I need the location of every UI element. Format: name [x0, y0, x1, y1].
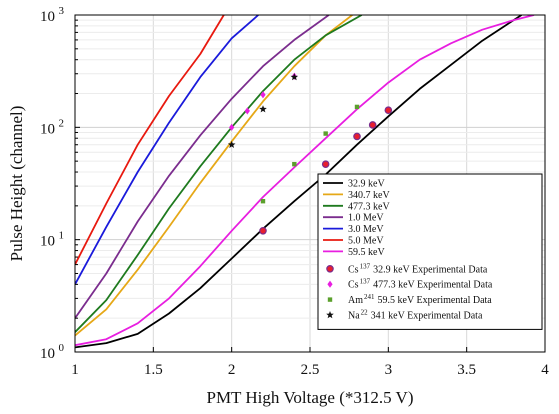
y-tick-label: 10: [40, 234, 55, 250]
y-axis-title: Pulse Height (channel): [7, 106, 26, 262]
legend-label-part: 341 keV Experimental Data: [371, 311, 483, 322]
legend-marker-diamond: [327, 280, 333, 288]
legend-label-part: 137: [360, 278, 371, 286]
series-lines: [75, 15, 535, 349]
legend-label-part: Cs: [348, 264, 359, 275]
legend-label-part: 32.9 keV Experimental Data: [373, 264, 488, 275]
x-tick-label: 2: [228, 362, 236, 378]
axis-ticks: 1 1.5 2 2.5 3 3.5 4 10 0 10 1 10 2 10 3: [40, 5, 549, 378]
legend-label: Am241 59.5 keV Experimental Data: [348, 293, 492, 306]
legend-box: [317, 173, 543, 330]
data-point-diamond: [260, 91, 266, 99]
x-tick-label: 2.5: [301, 362, 320, 378]
legend-label-part: Cs: [348, 280, 359, 291]
data-point-square: [354, 104, 360, 110]
legend-label-part: 59.5 keV Experimental Data: [378, 295, 493, 306]
data-point-star: [259, 105, 267, 113]
y-tick-exponent: 0: [59, 342, 65, 354]
legend-label: 32.9 keV: [348, 179, 385, 190]
y-tick-exponent: 3: [59, 5, 65, 17]
y-tick-base: 10: [40, 121, 55, 137]
legend-label-part: Na: [348, 311, 360, 322]
data-point-circle: [321, 160, 330, 168]
legend-label: 3.0 MeV: [348, 224, 384, 235]
data-point-circle: [368, 121, 377, 129]
legend-label-part: 241: [364, 293, 375, 301]
data-point-square: [323, 131, 328, 136]
x-tick-label: 4: [541, 362, 549, 378]
experimental-points: [227, 72, 393, 235]
legend-label-part: Am: [348, 295, 363, 306]
legend-marker-circle: [326, 264, 334, 273]
x-tick-label: 1.5: [144, 362, 163, 378]
legend-label: Cs137 477.3 keV Experimental Data: [348, 278, 493, 291]
data-point-circle: [384, 106, 393, 115]
y-tick-exponent: 1: [59, 230, 65, 242]
data-point-circle: [259, 226, 267, 235]
legend-label: Na22 341 keV Experimental Data: [348, 309, 483, 322]
series-line-4: [75, 15, 259, 285]
legend-label-part: 137: [360, 262, 371, 270]
y-tick-label: 10: [40, 346, 55, 362]
data-point-star: [227, 140, 236, 148]
legend-label: 1.0 MeV: [348, 213, 384, 224]
x-axis-title: PMT High Voltage (*312.5 V): [206, 388, 413, 407]
legend-label: 340.7 keV: [348, 190, 390, 201]
series-line-0: [75, 15, 522, 349]
x-tick-label: 1: [71, 362, 79, 378]
legend-marker-square: [327, 297, 333, 302]
x-tick-label: 3.5: [457, 362, 476, 378]
data-point-square: [260, 199, 266, 204]
data-point-circle: [353, 132, 361, 141]
data-point-diamond: [244, 107, 250, 115]
y-tick-exponent: 2: [59, 117, 65, 129]
legend-label-part: 22: [361, 309, 369, 317]
legend-label: 59.5 keV: [348, 247, 385, 258]
series-line-2: [75, 15, 363, 333]
legend-label-part: 477.3 keV Experimental Data: [373, 280, 493, 291]
series-line-5: [75, 15, 225, 266]
y-tick-label: 10: [40, 121, 55, 137]
series-line-1: [75, 15, 353, 337]
y-tick-base: 10: [40, 9, 55, 25]
series-line-3: [75, 15, 330, 319]
y-tick-base: 10: [40, 346, 55, 362]
legend-label: 477.3 keV: [348, 201, 390, 212]
legend-marker-star: [326, 311, 334, 319]
data-point-star: [290, 73, 299, 81]
series-line-6: [75, 15, 535, 347]
data-point-square: [292, 161, 297, 167]
y-tick-label: 10: [40, 9, 55, 25]
legend-label: 5.0 MeV: [348, 236, 384, 247]
x-tick-label: 3: [385, 362, 393, 378]
legend-label: Cs137 32.9 keV Experimental Data: [348, 262, 488, 275]
y-tick-base: 10: [40, 234, 55, 250]
data-point-diamond: [229, 123, 235, 131]
